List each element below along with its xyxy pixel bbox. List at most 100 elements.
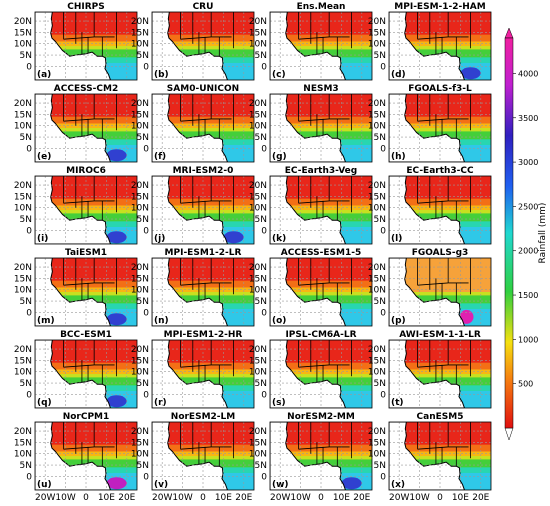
rain-band	[152, 340, 254, 364]
panel-title: AWI-ESM-1-1-LR	[399, 330, 481, 340]
rain-band	[152, 210, 254, 214]
rain-band	[152, 287, 254, 293]
y-tick-label: 20N	[131, 263, 149, 273]
y-tick-label: 5N	[374, 51, 386, 61]
panel-title: MIROC6	[66, 166, 106, 176]
y-tick-label: 0	[26, 62, 32, 72]
panel-label: (o)	[272, 316, 286, 326]
y-tick-label: 20N	[368, 345, 386, 355]
frame	[269, 93, 373, 163]
border	[63, 446, 95, 450]
y-tick-label: 15N	[368, 274, 386, 284]
frame	[269, 257, 373, 327]
panel-label: (a)	[37, 70, 51, 80]
rain-band	[389, 292, 491, 296]
y-tick-label: 15N	[368, 356, 386, 366]
rain-band	[152, 456, 254, 460]
map-body	[389, 422, 491, 490]
y-tick-label: 20N	[14, 345, 32, 355]
y-tick-label: 5N	[255, 297, 267, 307]
panel-label: (g)	[272, 152, 287, 162]
panel-title: CRU	[193, 2, 214, 12]
border	[180, 364, 212, 368]
map-body	[35, 258, 137, 326]
y-tick-label: 0	[26, 472, 32, 482]
y-tick-label: 5N	[255, 379, 267, 389]
rain-band	[389, 451, 491, 457]
rain-band	[389, 258, 491, 282]
rain-band	[270, 198, 372, 206]
y-tick-label: 15N	[131, 28, 149, 38]
ocean	[35, 12, 112, 80]
ocean	[35, 340, 112, 408]
y-tick-label: 5N	[20, 133, 32, 143]
y-tick-label: 0	[26, 226, 32, 236]
panel-title: NorCPM1	[63, 412, 110, 422]
y-tick-label: 0	[26, 390, 32, 400]
wet-spot	[223, 231, 244, 244]
rain-band	[389, 34, 491, 42]
frame	[388, 93, 492, 163]
y-tick-label: 0	[26, 144, 32, 154]
y-tick-label: 5N	[137, 297, 149, 307]
y-tick-label: 20N	[14, 263, 32, 273]
panel-title: CHIRPS	[67, 2, 105, 12]
y-tick-label: 5N	[374, 461, 386, 471]
wet-spot	[106, 149, 127, 162]
x-tick-label: 20E	[353, 493, 370, 502]
ocean	[389, 422, 466, 490]
y-tick-label: 10N	[14, 122, 32, 132]
y-tick-label: 15N	[249, 192, 267, 202]
y-tick-label: 0	[143, 308, 149, 318]
rain-band	[270, 116, 372, 124]
panel-title: FGOALS-f3-L	[408, 84, 472, 94]
ocean	[152, 94, 229, 162]
rain-band	[35, 94, 137, 118]
colorbar-tick-label: 1000	[518, 335, 538, 344]
ocean	[270, 94, 347, 162]
frame	[151, 175, 255, 245]
y-tick-label: 15N	[131, 438, 149, 448]
rain-band	[389, 369, 491, 375]
y-tick-label: 0	[261, 472, 267, 482]
rain-band	[35, 292, 137, 296]
panel-label: (v)	[154, 480, 168, 490]
map-body	[35, 12, 137, 80]
x-tick-label: 0	[200, 493, 206, 502]
y-tick-label: 0	[143, 390, 149, 400]
ocean	[389, 12, 466, 80]
ocean	[152, 340, 229, 408]
y-tick-label: 10N	[249, 450, 267, 460]
y-tick-label: 20N	[368, 263, 386, 273]
y-tick-label: 10N	[131, 40, 149, 50]
y-tick-label: 5N	[20, 297, 32, 307]
rain-band	[270, 362, 372, 370]
wet-spot	[459, 309, 474, 324]
y-tick-label: 15N	[368, 192, 386, 202]
y-tick-label: 0	[143, 226, 149, 236]
colorbar-tick-label: 2000	[518, 247, 538, 256]
border	[298, 364, 330, 368]
y-tick-label: 15N	[14, 356, 32, 366]
map-body	[270, 422, 372, 490]
y-tick-label: 20N	[249, 263, 267, 273]
y-tick-label: 0	[380, 308, 386, 318]
rain-band	[35, 198, 137, 206]
y-tick-label: 20N	[368, 17, 386, 27]
map-body	[270, 12, 372, 80]
map-body	[152, 94, 254, 162]
y-tick-label: 20N	[131, 99, 149, 109]
x-tick-label: 0	[318, 493, 324, 502]
y-tick-label: 0	[143, 62, 149, 72]
y-tick-label: 10N	[131, 450, 149, 460]
rain-band	[389, 123, 491, 129]
x-tick-label: 10E	[215, 493, 232, 502]
panel-title: MPI-ESM1-2-LR	[165, 248, 242, 258]
rain-band	[152, 258, 254, 282]
panel-title: EC-Earth3-CC	[406, 166, 474, 176]
